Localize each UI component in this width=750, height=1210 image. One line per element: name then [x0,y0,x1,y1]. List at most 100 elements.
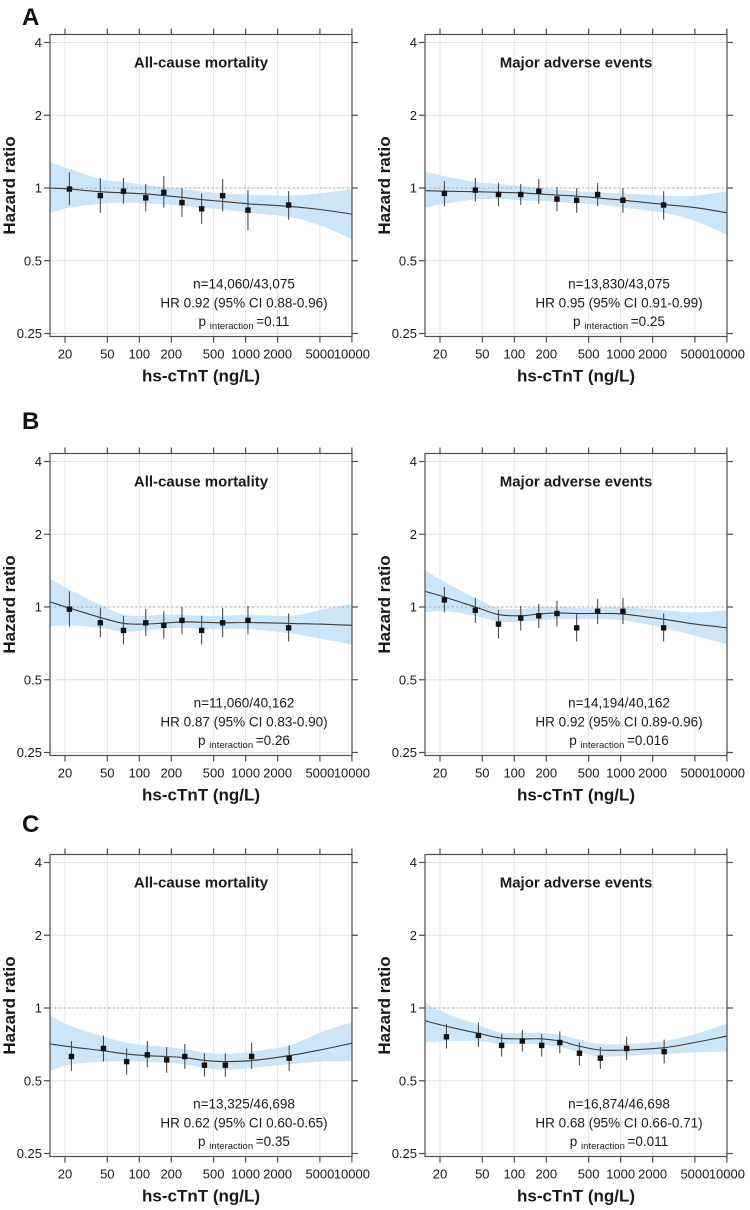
point-estimates [68,1035,292,1077]
svg-text:1: 1 [410,600,417,615]
svg-text:50: 50 [475,1167,489,1182]
svg-text:50: 50 [475,766,489,781]
svg-text:2: 2 [410,527,417,542]
annotation-hr: HR 0.62 (95% CI 0.60-0.65) [160,1116,327,1131]
svg-text:10000: 10000 [334,1167,370,1182]
svg-text:200: 200 [535,766,557,781]
svg-text:100: 100 [503,1167,525,1182]
svg-text:100: 100 [503,766,525,781]
svg-text:1: 1 [410,1001,417,1016]
svg-text:5000: 5000 [680,347,709,362]
point-estimates [441,586,667,642]
svg-text:0.5: 0.5 [399,253,417,268]
svg-text:20: 20 [433,1167,447,1182]
panel-row-b: 20 50 100 200 500 1000 2000 5000 10000 4 2 1 0.5 0.25… [0,403,750,806]
annotation: n=14,194/40,162 HR 0.92 (95% CI 0.89-0.96… [535,696,702,752]
svg-text:200: 200 [160,347,182,362]
svg-text:20: 20 [58,766,72,781]
panel-letter-a: A [22,4,40,31]
svg-text:20: 20 [58,1167,72,1182]
annotation-p: p interaction =0.35 [198,1134,290,1152]
axis-ticks [44,848,358,1163]
svg-text:20: 20 [433,766,447,781]
confidence-band [50,578,352,645]
svg-text:5000: 5000 [680,766,709,781]
plot-box [49,853,353,1158]
annotation-n: n=13,325/46,698 [193,1097,295,1112]
svg-text:2: 2 [410,108,417,123]
annotation: n=13,325/46,698 HR 0.62 (95% CI 0.60-0.65… [160,1097,327,1153]
svg-text:100: 100 [128,347,150,362]
svg-text:10000: 10000 [709,766,745,781]
annotation: n=13,830/43,075 HR 0.95 (95% CI 0.91-0.99… [535,277,702,333]
annotation-n: n=16,874/46,698 [568,1097,670,1112]
chart-a-major-adverse-events: 20 50 100 200 500 1000 2000 5000 10000 4 2 1 0.5 0.25… [375,28,745,386]
svg-text:200: 200 [160,766,182,781]
svg-text:20: 20 [433,347,447,362]
svg-text:0.25: 0.25 [17,745,42,760]
svg-text:1000: 1000 [231,1167,260,1182]
chart-b-all-cause-mortality: 20 50 100 200 500 1000 2000 5000 10000 4 2 1 0.5 0.25… [0,447,370,805]
svg-text:10000: 10000 [334,347,370,362]
svg-text:1: 1 [35,1001,42,1016]
y-axis-label: Hazard ratio [0,956,19,1054]
svg-text:0.25: 0.25 [17,326,42,341]
panel-letter-b: B [22,408,40,435]
axis-ticks [44,447,358,762]
tick-labels: 20 50 100 200 500 1000 2000 5000 10000 4 2 1 0.5 0.25 [392,35,745,362]
panel-title: All-cause mortality [134,55,269,72]
svg-text:4: 4 [410,35,417,50]
svg-text:2000: 2000 [263,347,292,362]
x-axis-label: hs-cTnT (ng/L) [517,786,635,805]
svg-text:0.5: 0.5 [24,1073,42,1088]
annotation: n=14,060/43,075 HR 0.92 (95% CI 0.88-0.96… [160,277,327,333]
annotation-p: p interaction =0.016 [569,733,668,751]
svg-text:10000: 10000 [334,766,370,781]
annotation-hr: HR 0.68 (95% CI 0.66-0.71) [535,1116,702,1131]
plot-box [49,452,353,757]
svg-text:5000: 5000 [680,1167,709,1182]
chart-b-major-adverse-events: 20 50 100 200 500 1000 2000 5000 10000 4 2 1 0.5 0.25… [375,447,745,805]
axis-ticks [419,447,733,762]
y-axis-label: Hazard ratio [375,555,394,653]
y-axis-label: Hazard ratio [0,136,19,234]
svg-text:2000: 2000 [638,347,667,362]
svg-text:500: 500 [203,766,225,781]
annotation-p: p interaction =0.011 [570,1134,668,1152]
plot-box [424,853,728,1158]
svg-text:2000: 2000 [638,766,667,781]
svg-text:200: 200 [535,1167,557,1182]
svg-text:4: 4 [35,35,42,50]
axis-ticks [419,848,733,1163]
svg-text:4: 4 [410,454,417,469]
y-axis-label: Hazard ratio [375,136,394,234]
svg-text:1000: 1000 [606,766,635,781]
annotation-p: p interaction =0.25 [573,314,665,332]
svg-text:0.25: 0.25 [392,745,417,760]
axis-ticks [419,28,733,343]
annotation-n: n=11,060/40,162 [194,696,295,711]
annotation-hr: HR 0.87 (95% CI 0.83-0.90) [160,715,327,730]
annotation-n: n=13,830/43,075 [568,277,670,292]
svg-text:500: 500 [578,766,600,781]
panel-title: Major adverse events [500,875,653,892]
panel-row-c: 20 50 100 200 500 1000 2000 5000 10000 4 2 1 0.5 0.25… [0,806,750,1209]
svg-text:5000: 5000 [305,1167,334,1182]
annotation-p: p interaction =0.11 [199,314,290,332]
svg-text:500: 500 [578,1167,600,1182]
svg-text:0.25: 0.25 [392,326,417,341]
svg-text:5000: 5000 [305,766,334,781]
point-estimates [443,1022,667,1069]
svg-text:0.25: 0.25 [17,1146,42,1161]
svg-text:1: 1 [35,600,42,615]
svg-text:1000: 1000 [606,347,635,362]
tick-labels: 20 50 100 200 500 1000 2000 5000 10000 4 2 1 0.5 0.25 [392,855,745,1182]
svg-text:1: 1 [410,181,417,196]
tick-labels: 20 50 100 200 500 1000 2000 5000 10000 4 2 1 0.5 0.25 [392,454,745,781]
panel-title: Major adverse events [500,55,653,72]
chart-c-all-cause-mortality: 20 50 100 200 500 1000 2000 5000 10000 4 2 1 0.5 0.25… [0,848,370,1206]
confidence-band [425,1002,727,1057]
svg-text:200: 200 [160,1167,182,1182]
confidence-band [425,171,727,235]
